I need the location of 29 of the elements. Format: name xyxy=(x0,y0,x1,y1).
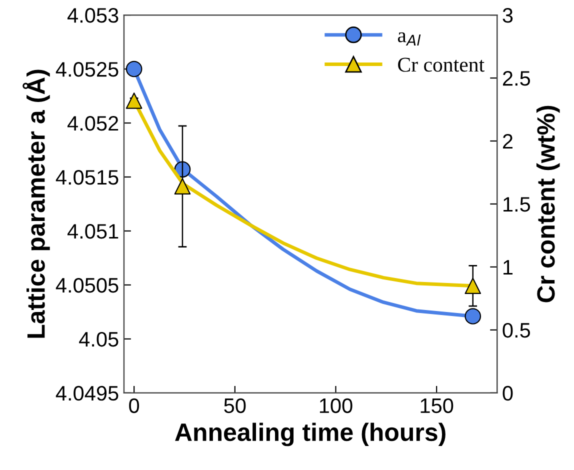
y-tick-label: 4.0495 xyxy=(56,386,118,401)
legend-label: a$_{Al}$ xyxy=(398,32,421,46)
legend-label: Cr content xyxy=(398,58,484,72)
x-tick-label: 150 xyxy=(420,398,454,414)
y2-tick-label: 0.5 xyxy=(502,322,530,338)
x-axis-title: Annealing time (hours) xyxy=(175,422,446,446)
y-tick-label: 4.052 xyxy=(67,116,118,131)
y-tick-label: 4.0505 xyxy=(56,278,118,293)
y-tick-label: 4.0515 xyxy=(56,170,118,185)
y2-tick-label: 1 xyxy=(504,260,513,275)
x-tick-label: 100 xyxy=(320,398,352,414)
point xyxy=(126,60,142,78)
point xyxy=(464,278,482,294)
y2-tick-label: 2.5 xyxy=(502,71,530,86)
y-tick-label: 4.051 xyxy=(67,224,118,239)
y-tick-label: 4.053 xyxy=(67,8,118,23)
y2-tick-label: 1.5 xyxy=(504,197,530,212)
point xyxy=(464,308,482,324)
point xyxy=(174,178,191,195)
y-axis-title: Lattice parameter a (Å) xyxy=(22,70,50,338)
y2-tick-label: 2 xyxy=(502,134,512,149)
y2-axis-title: Cr content (wt%) xyxy=(536,106,560,302)
x-tick-label: 50 xyxy=(224,398,246,414)
y-tick-label: 4.05 xyxy=(79,332,118,347)
x-tick-label: 0 xyxy=(129,398,140,414)
y-tick-label: 4.0525 xyxy=(56,62,118,77)
y2-tick-label: 3 xyxy=(502,8,513,23)
y2-tick-label: 0 xyxy=(502,386,513,401)
point xyxy=(126,92,142,109)
